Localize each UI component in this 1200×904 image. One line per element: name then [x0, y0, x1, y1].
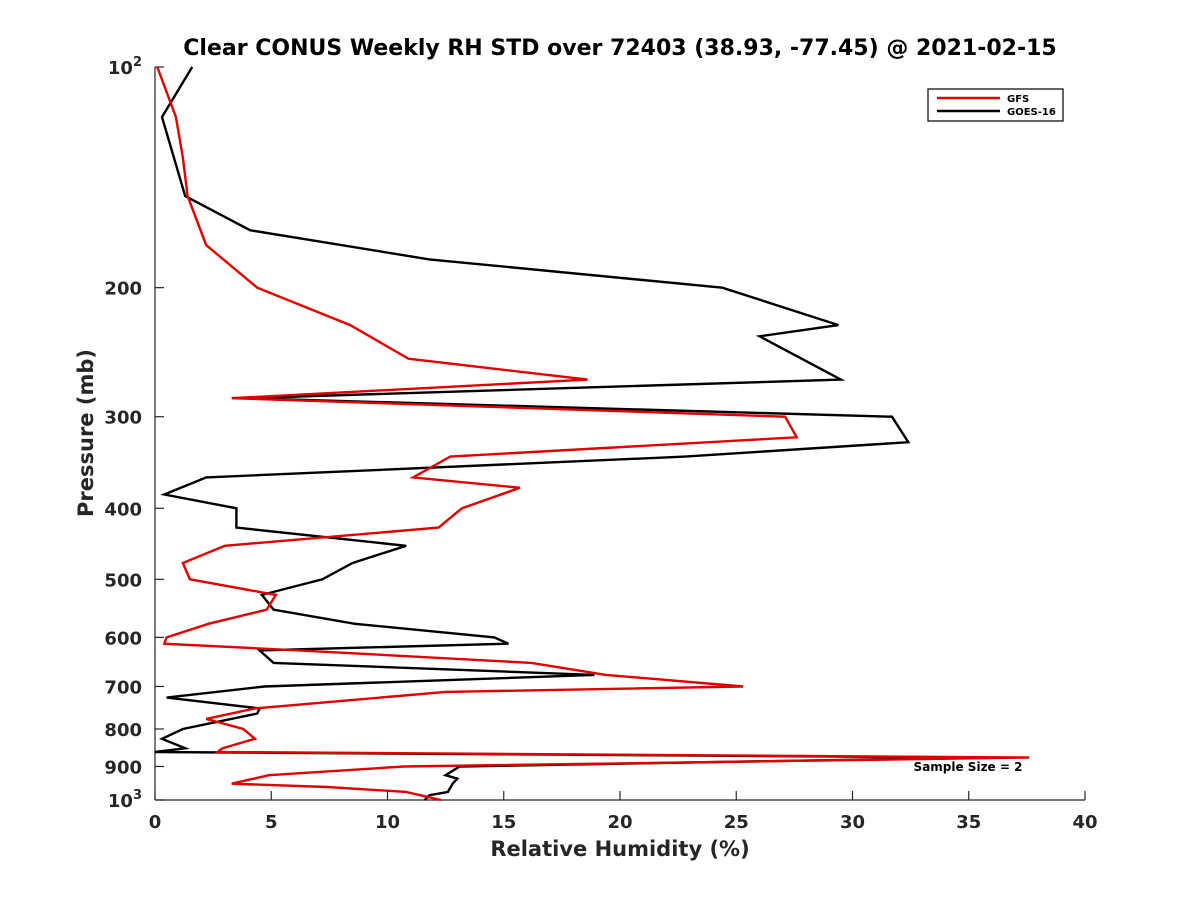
legend-label-gfs: GFS: [1007, 94, 1029, 105]
y-tick-label: 200: [104, 279, 142, 300]
tick-exponent: 2: [133, 55, 142, 70]
series-line-gfs: [156, 66, 1030, 802]
x-tick-label: 20: [607, 812, 632, 833]
x-axis-label: Relative Humidity (%): [490, 837, 749, 861]
legend: GFS GOES-16: [927, 88, 1064, 122]
y-axis-label: Pressure (mb): [74, 349, 98, 517]
y-tick-label: 800: [104, 720, 142, 741]
x-tick-label: 15: [491, 812, 516, 833]
legend-label-goes-16: GOES-16: [1007, 107, 1056, 118]
tick-base: 10: [108, 58, 133, 79]
chart-title: Clear CONUS Weekly RH STD over 72403 (38…: [183, 36, 1056, 61]
y-tick-label: 600: [104, 628, 142, 649]
sample-size-annotation: Sample Size = 2: [914, 760, 1023, 774]
y-tick-label: 400: [104, 499, 142, 520]
y-tick-label: 300: [104, 408, 142, 429]
y-tick-label-power: 103: [108, 788, 142, 812]
x-tick-label: 40: [1072, 812, 1097, 833]
x-tick-label: 5: [265, 812, 278, 833]
plot-area: [154, 67, 1085, 801]
x-tick-label: 0: [149, 812, 162, 833]
tick-exponent: 3: [133, 788, 142, 803]
x-tick-label: 25: [724, 812, 749, 833]
legend-box: [927, 88, 1064, 122]
y-tick-label-power: 102: [108, 55, 142, 79]
x-tick-label: 35: [956, 812, 981, 833]
y-tick-label: 900: [104, 757, 142, 778]
x-axis-ticks: 0 5 10 15 20 25 30 35 40: [149, 791, 1098, 833]
x-tick-label: 30: [840, 812, 865, 833]
y-tick-label: 500: [104, 570, 142, 591]
x-tick-label: 10: [375, 812, 400, 833]
series-layer: [154, 66, 1030, 802]
y-tick-label: 700: [104, 677, 142, 698]
tick-base: 10: [108, 791, 133, 812]
